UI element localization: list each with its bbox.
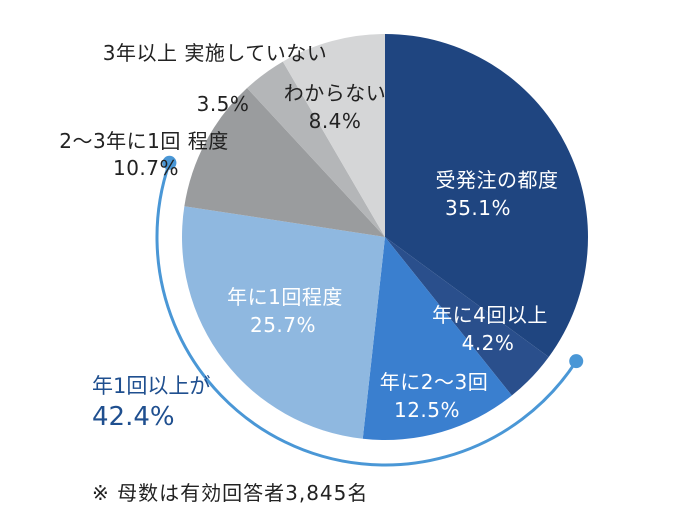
slice-label-2to3years: 2～3年に1回 程度 10.7% [59,129,229,180]
slice-label-unknown-value: 8.4% [309,109,362,133]
pie-slice-5 [247,61,385,237]
slice-label-1peryear: 年に1回程度 25.7% [227,285,343,337]
slice-label-3years-none-value: 3.5% [197,92,250,116]
callout-label: 年1回以上が [92,374,210,398]
slice-label-2to3years-value: 10.7% [113,156,179,180]
pie-slice-3 [182,206,385,439]
callout-arc [155,155,584,467]
pie-slice-1 [385,237,549,396]
slice-label-3years-none: 3年以上 実施していない 3.5% [103,41,327,116]
slice-label-4plus: 年に4回以上 4.2% [432,303,548,355]
callout-arc-dot-1 [162,155,177,170]
slice-label-2to3years-name: 2～3年に1回 程度 [59,129,229,153]
slice-label-2to3: 年に2～3回 12.5% [380,370,488,422]
sample-size-note: ※ 母数は有効回答者3,845名 [92,481,369,505]
callout-arc-line [155,162,578,467]
slice-label-ordering: 受発注の都度 35.1% [436,168,559,220]
pie-slice-0 [385,34,588,357]
callout-arc-dot-0 [569,354,584,369]
pie-slice-6 [282,34,385,237]
slice-label-1peryear-value: 25.7% [250,313,316,337]
slice-label-2to3-value: 12.5% [394,398,460,422]
slice-label-3years-none-name: 3年以上 実施していない [103,41,327,65]
slice-label-ordering-name: 受発注の都度 [436,168,559,192]
pie-slice-2 [362,237,512,441]
slice-label-ordering-value: 35.1% [445,196,511,220]
pie-slice-4 [184,88,385,237]
callout-value: 42.4% [92,402,175,432]
slice-label-4plus-name: 年に4回以上 [432,303,548,327]
slice-label-4plus-value: 4.2% [462,331,515,355]
slice-label-unknown-name: わからない [284,81,387,105]
pie-slices [182,34,588,441]
slice-label-1peryear-name: 年に1回程度 [227,285,343,309]
slice-label-2to3-name: 年に2～3回 [380,370,488,394]
slice-label-unknown: わからない 8.4% [284,81,387,133]
